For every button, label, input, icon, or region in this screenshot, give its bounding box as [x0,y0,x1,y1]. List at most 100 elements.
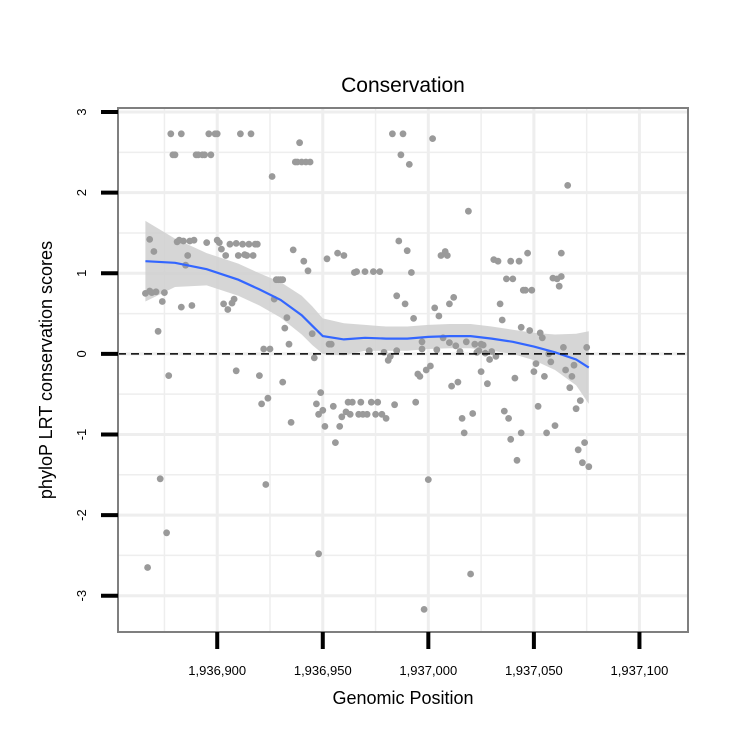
y-axis: 3 2 1 0 -1 -2 -3 [74,108,118,601]
data-point [190,236,198,244]
data-point [262,481,270,488]
data-point [574,446,582,454]
data-point [313,400,320,408]
data-point [524,249,531,257]
data-point [420,606,428,613]
data-point [226,240,234,248]
data-point [266,345,274,353]
data-point [424,476,432,483]
data-point [300,257,308,265]
data-point [486,356,493,363]
data-point [397,151,405,159]
data-point [201,151,209,159]
data-point [239,240,247,248]
data-point [547,358,555,366]
data-point [338,413,346,421]
data-point [357,398,365,406]
data-point [401,300,409,308]
data-point [165,372,173,379]
data-point [579,459,586,467]
data-point [408,269,415,276]
data-point [511,374,519,382]
data-point [515,257,523,265]
y-tick-label: -3 [74,590,89,602]
data-point [315,550,322,558]
data-point [469,410,477,417]
data-point [188,302,196,309]
data-point [555,282,563,290]
data-point [154,327,162,335]
plot-frame [117,107,689,633]
data-point [279,276,287,284]
data-point [334,249,341,257]
data-point [566,384,574,392]
data-point [247,130,255,138]
data-point [446,300,453,308]
data-point [496,300,504,308]
data-point [281,324,289,332]
x-axis-label: Genomic Position [332,688,473,708]
data-point [462,338,470,346]
data-point [158,298,166,305]
data-point [505,415,512,422]
x-tick-label: 1,937,050 [505,663,563,678]
data-point [410,315,417,322]
data-point [399,130,407,138]
data-point [150,248,158,255]
data-point [232,240,240,247]
x-tick-label: 1,937,000 [399,663,457,678]
data-point [321,423,329,430]
x-axis: 1,936,900 1,936,950 1,937,000 1,937,050 1,93… [188,632,668,678]
data-point [218,245,225,253]
smooth-line [145,260,590,369]
data-point [163,529,171,537]
data-point [435,312,443,320]
data-point [310,354,318,362]
data-point [249,252,257,259]
data-point [336,423,344,430]
data-point [454,378,462,386]
data-point [530,368,538,375]
plot-panel [118,108,688,632]
chart-title: Conservation [341,74,465,97]
data-point [370,268,377,275]
y-tick-label: 0 [74,350,89,357]
data-point [232,367,240,375]
data-point [393,292,401,300]
data-point [167,130,175,138]
data-point [230,295,238,303]
data-point [365,347,373,355]
data-point [177,303,185,311]
data-point [260,345,268,353]
data-point [207,151,215,159]
data-point [184,252,192,259]
data-point [329,402,337,410]
data-point [389,130,396,138]
data-point [393,347,401,355]
data-point [152,288,160,296]
data-point [346,410,354,418]
data-point [171,151,179,159]
smooth-curve [145,260,590,369]
data-point [327,340,335,348]
y-tick-label: 3 [74,108,89,115]
data-point [287,419,295,426]
data-point [416,373,424,380]
data-point [289,246,297,254]
data-point [308,330,316,338]
data-point [283,314,291,321]
data-point [258,400,265,408]
data-point [213,130,221,138]
data-point [306,158,314,166]
data-point [144,564,152,571]
data-point [220,300,228,308]
data-point [513,456,521,464]
data-point [323,255,331,263]
x-tick-label: 1,937,100 [611,663,669,678]
data-point [367,398,375,406]
data-point [543,429,550,437]
data-point [382,415,390,422]
data-point [477,368,485,375]
data-point [374,398,382,406]
data-point [507,257,515,265]
